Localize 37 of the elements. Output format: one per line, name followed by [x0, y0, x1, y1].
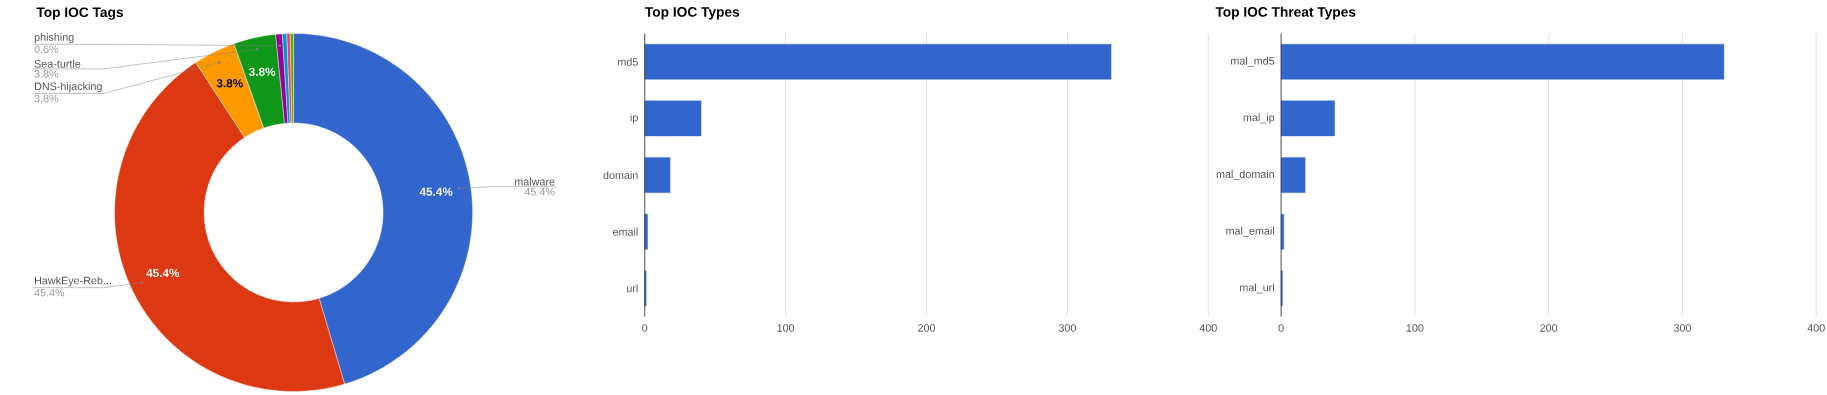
- slice-label: DNS-hijacking: [34, 82, 102, 93]
- data-label: 45.4%: [419, 187, 453, 196]
- x-tick-label: 200: [918, 323, 936, 332]
- y-tick-label: mal_md5: [1231, 56, 1275, 67]
- y-tick-label: domain: [603, 170, 638, 179]
- x-tick-label: 400: [1807, 323, 1825, 332]
- y-tick-label: ip: [630, 113, 638, 124]
- x-tick-label: 100: [1406, 323, 1424, 332]
- x-tick-label: 100: [777, 323, 795, 332]
- data-label: 45.4%: [146, 268, 180, 277]
- data-label: 3.8%: [249, 67, 276, 76]
- slice-label: phishing: [34, 32, 74, 43]
- chart-title: Top IOC Types: [645, 6, 740, 20]
- data-label: 0.6%: [34, 45, 59, 53]
- y-tick-label: mal_email: [1226, 226, 1274, 237]
- text: 45.4%: [524, 187, 555, 196]
- y-tick-label: url: [627, 284, 638, 293]
- slice-label: Sea-turtle: [34, 59, 81, 68]
- text: 3.8%: [34, 69, 59, 78]
- slice-label: HawkEye-Reb...: [34, 276, 111, 287]
- chart-title: Top IOC Threat Types: [1215, 6, 1356, 20]
- chart-title: Top IOC Tags: [36, 7, 123, 20]
- y-tick-label: mal_ip: [1243, 113, 1275, 124]
- x-tick-label: 0: [642, 323, 648, 332]
- x-tick-label: 300: [1673, 323, 1691, 332]
- y-tick-label: email: [613, 227, 638, 236]
- y-tick-label: mal_domain: [1216, 169, 1274, 180]
- y-tick-label: md5: [618, 57, 638, 66]
- x-tick-label: 200: [1540, 323, 1558, 332]
- x-tick-label: 300: [1058, 323, 1076, 332]
- x-tick-label: 0: [1278, 323, 1284, 332]
- x-tick-label: 400: [1199, 323, 1217, 332]
- data-label: 3.8%: [216, 78, 243, 88]
- y-tick-label: mal_url: [1240, 283, 1274, 294]
- text: 3.8%: [34, 94, 59, 103]
- text: 45.4%: [34, 288, 65, 297]
- slice-label: malware: [515, 177, 555, 186]
